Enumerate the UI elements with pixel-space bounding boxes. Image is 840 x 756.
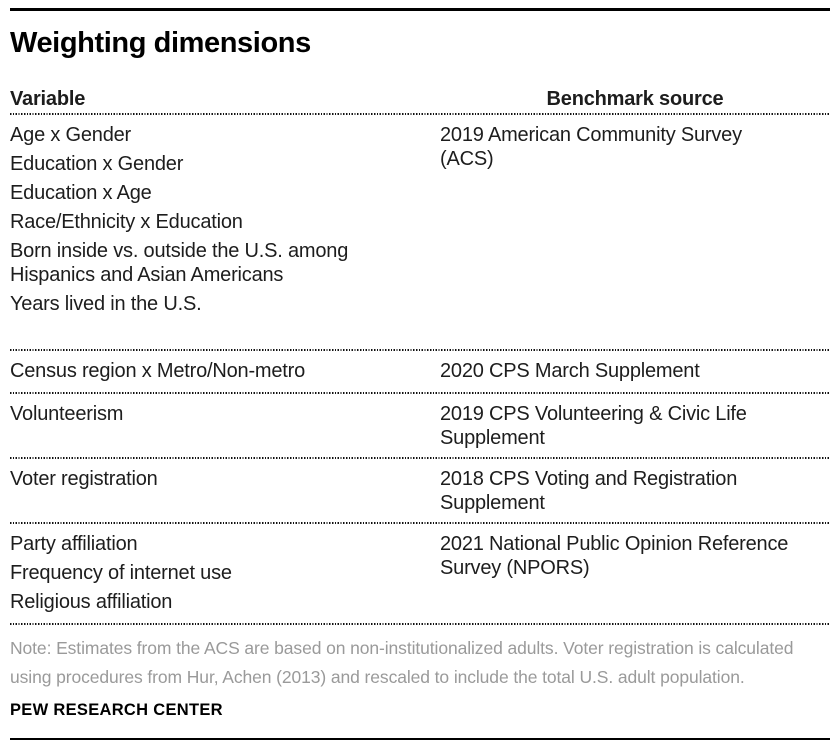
benchmark-cell: 2018 CPS Voting and Registration Supplem… [440, 467, 830, 520]
variable-item: Born inside vs. outside the U.S. among H… [10, 240, 349, 286]
variable-item: Education x Age [10, 182, 152, 204]
row-separator [10, 349, 830, 351]
benchmark-source: 2021 National Public Opinion Reference S… [440, 533, 789, 579]
pew-research-center-wordmark: PEW RESEARCH CENTER [10, 701, 223, 719]
header-separator [10, 113, 830, 115]
figure-page: Weighting dimensions Variable Benchmark … [0, 8, 840, 740]
variable-item: Age x Gender [10, 124, 132, 146]
variable-item: Voter registration [10, 468, 158, 490]
top-rule [10, 8, 830, 11]
table-row-volunteerism: Volunteerism 2019 CPS Volunteering & Civ… [10, 394, 830, 457]
benchmark-source: 2020 CPS March Supplement [440, 360, 700, 382]
variable-cell: Party affiliation Frequency of internet … [10, 532, 440, 619]
benchmark-source: 2019 CPS Volunteering & Civic Life Suppl… [440, 403, 747, 449]
column-header-benchmark-source: Benchmark source [546, 88, 724, 110]
benchmark-cell: 2019 CPS Volunteering & Civic Life Suppl… [440, 402, 830, 455]
row-separator [10, 457, 830, 459]
row-separator [10, 392, 830, 394]
benchmark-source: 2019 American Community Survey (ACS) [440, 124, 742, 170]
variable-item: Volunteerism [10, 403, 124, 425]
table-row-census-region: Census region x Metro/Non-metro 2020 CPS… [10, 351, 830, 392]
variable-cell: Census region x Metro/Non-metro [10, 359, 440, 388]
variable-item: Census region x Metro/Non-metro [10, 360, 306, 382]
variable-item: Religious affiliation [10, 591, 173, 613]
table-header-row: Variable Benchmark source [10, 88, 830, 113]
table-row-acs: Age x Gender Education x Gender Educatio… [10, 115, 830, 349]
variable-item: Frequency of internet use [10, 562, 232, 584]
figure-title: Weighting dimensions [10, 27, 311, 59]
row-separator [10, 623, 830, 625]
variable-cell: Age x Gender Education x Gender Educatio… [10, 123, 440, 321]
benchmark-cell: 2019 American Community Survey (ACS) [440, 123, 830, 321]
table-row-voter-registration: Voter registration 2018 CPS Voting and R… [10, 459, 830, 522]
figure-note: Note: Estimates from the ACS are based o… [10, 638, 794, 687]
variable-item: Education x Gender [10, 153, 184, 175]
bottom-rule [10, 738, 830, 740]
variable-cell: Volunteerism [10, 402, 440, 455]
variable-item: Party affiliation [10, 533, 138, 555]
variable-cell: Voter registration [10, 467, 440, 520]
variable-item: Race/Ethnicity x Education [10, 211, 243, 233]
column-header-variable: Variable [10, 88, 86, 110]
table-row-npors: Party affiliation Frequency of internet … [10, 524, 830, 623]
benchmark-cell: 2021 National Public Opinion Reference S… [440, 532, 830, 619]
row-separator [10, 522, 830, 524]
variable-item: Years lived in the U.S. [10, 293, 202, 315]
benchmark-source: 2018 CPS Voting and Registration Supplem… [440, 468, 738, 514]
benchmark-cell: 2020 CPS March Supplement [440, 359, 830, 388]
